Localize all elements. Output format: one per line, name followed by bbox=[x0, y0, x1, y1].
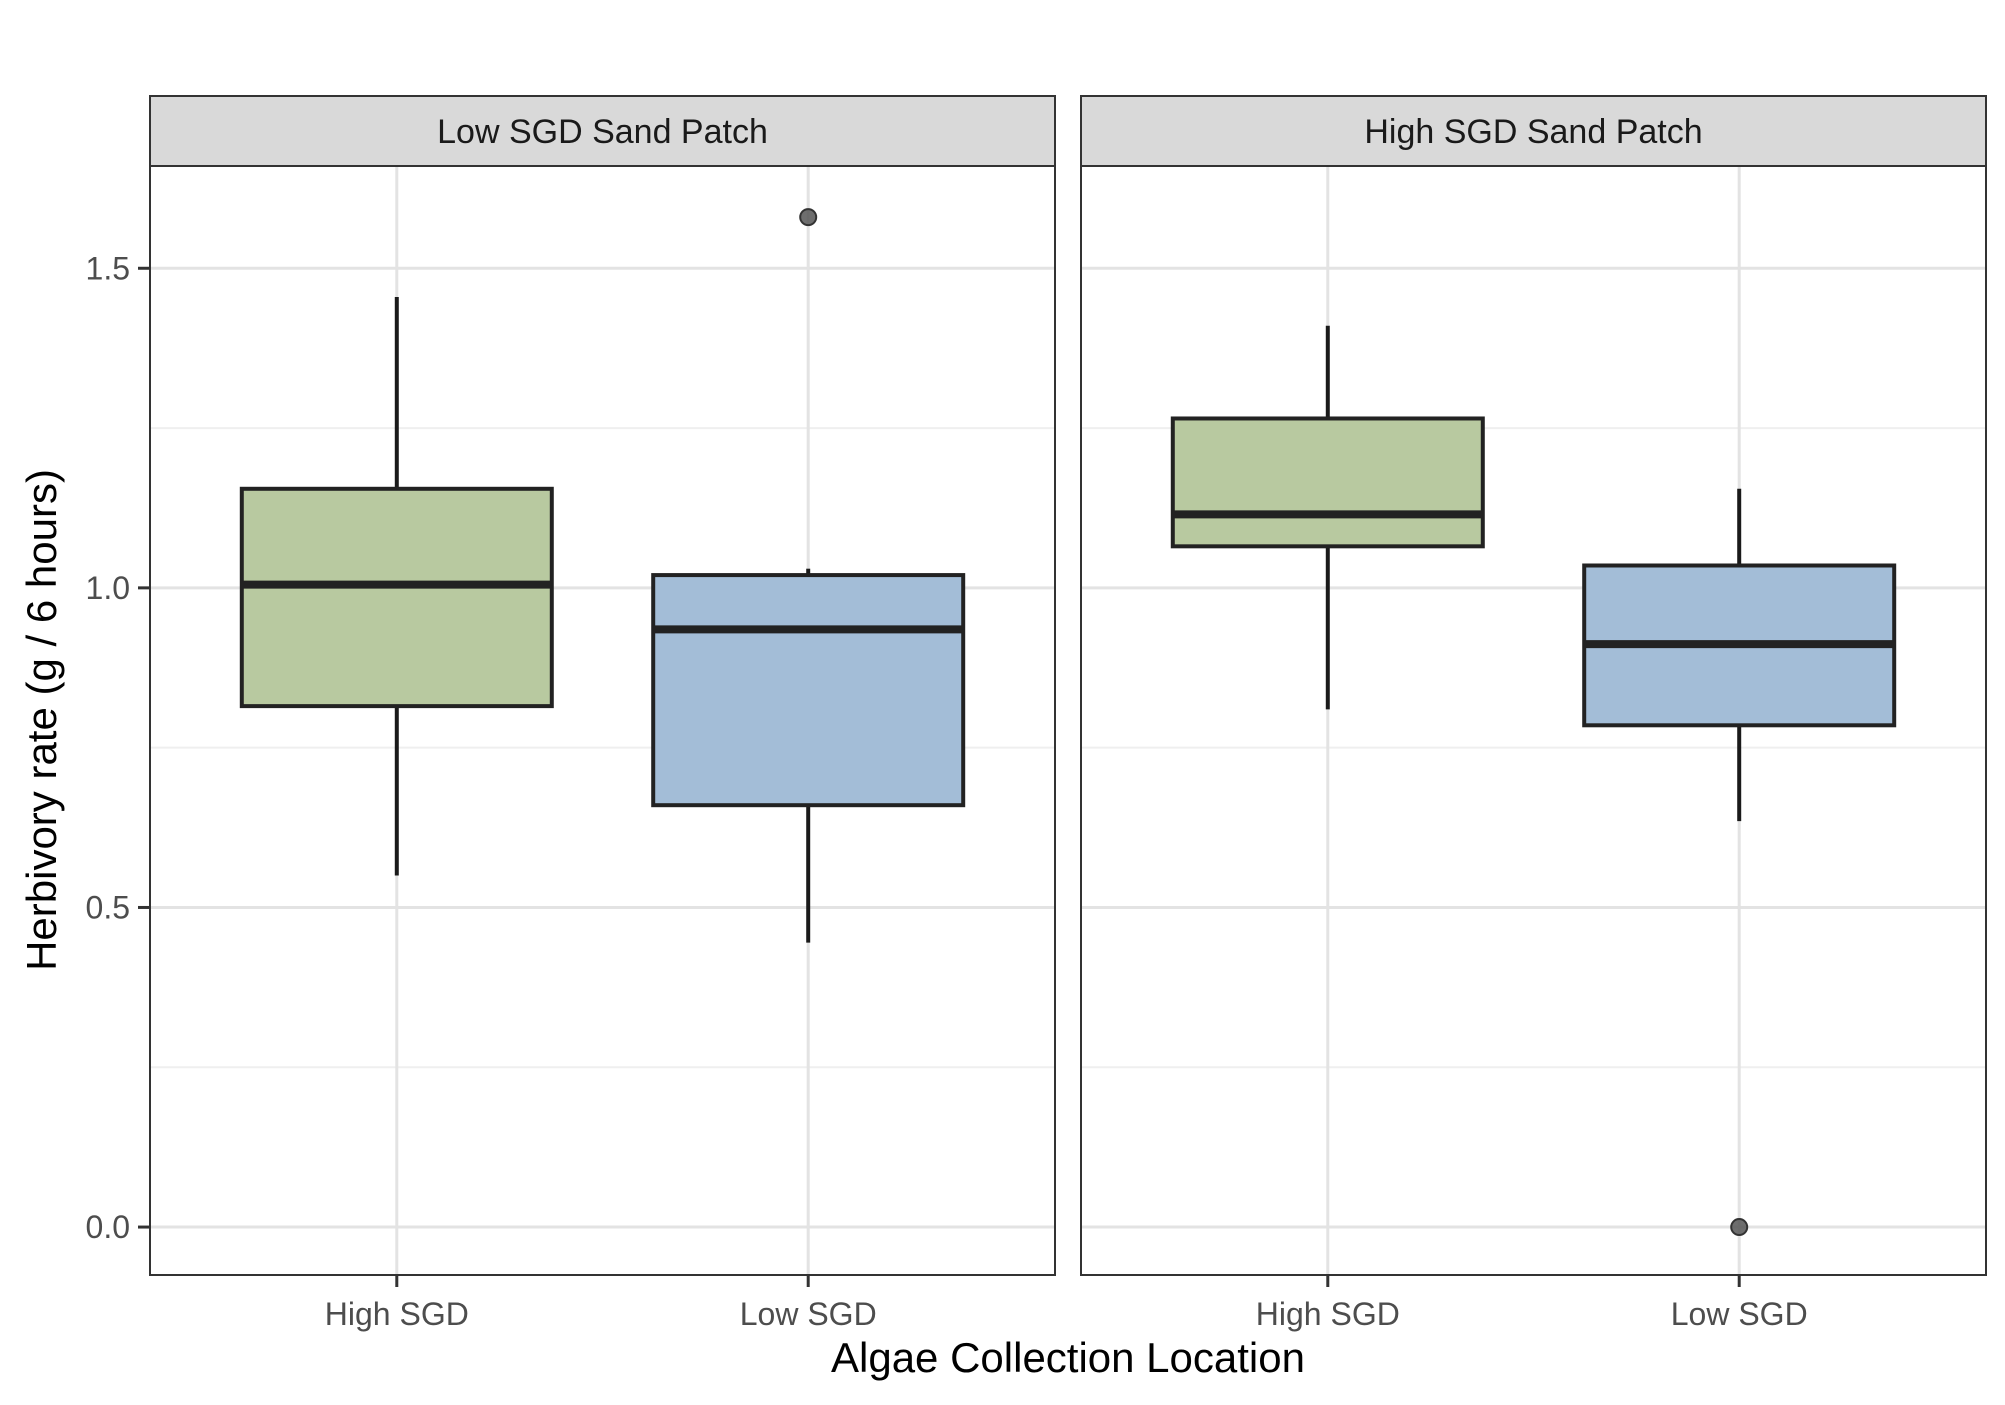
facet-strip-label: High SGD Sand Patch bbox=[1364, 113, 1702, 151]
outlier-point bbox=[1730, 1218, 1749, 1237]
boxplot-low-sgd bbox=[651, 208, 966, 943]
boxplot-high-sgd bbox=[1170, 325, 1485, 710]
facet-panel: High SGD Sand Patch High SGD Low SGD bbox=[1080, 95, 1987, 1332]
boxplot-low-sgd bbox=[1582, 488, 1897, 1237]
facet-panel: Low SGD Sand Patch High SGD Low SGD bbox=[149, 95, 1056, 1332]
box-iqr bbox=[1170, 416, 1485, 549]
facet-strip-label: Low SGD Sand Patch bbox=[437, 113, 768, 151]
x-tick-label: Low SGD bbox=[1671, 1296, 1808, 1332]
y-tick-label: 0.0 bbox=[86, 1209, 130, 1245]
outlier-point bbox=[799, 208, 818, 227]
facet-strip bbox=[149, 95, 1056, 167]
x-axis-title: Algae Collection Location bbox=[831, 1334, 1305, 1381]
facet-strip bbox=[1080, 95, 1987, 167]
x-tick-label: High SGD bbox=[1256, 1296, 1400, 1332]
y-tick-label: 0.5 bbox=[86, 889, 130, 925]
x-tick-label: Low SGD bbox=[740, 1296, 877, 1332]
box-iqr bbox=[239, 486, 554, 709]
box-iqr bbox=[651, 573, 966, 808]
y-tick-label: 1.0 bbox=[86, 570, 130, 606]
boxplot-high-sgd bbox=[239, 297, 554, 876]
y-axis-title: Herbivory rate (g / 6 hours) bbox=[18, 469, 65, 971]
y-tick-label: 1.5 bbox=[86, 250, 130, 286]
y-axis: 0.0 0.5 1.0 1.5 bbox=[86, 250, 150, 1245]
x-tick-label: High SGD bbox=[325, 1296, 469, 1332]
